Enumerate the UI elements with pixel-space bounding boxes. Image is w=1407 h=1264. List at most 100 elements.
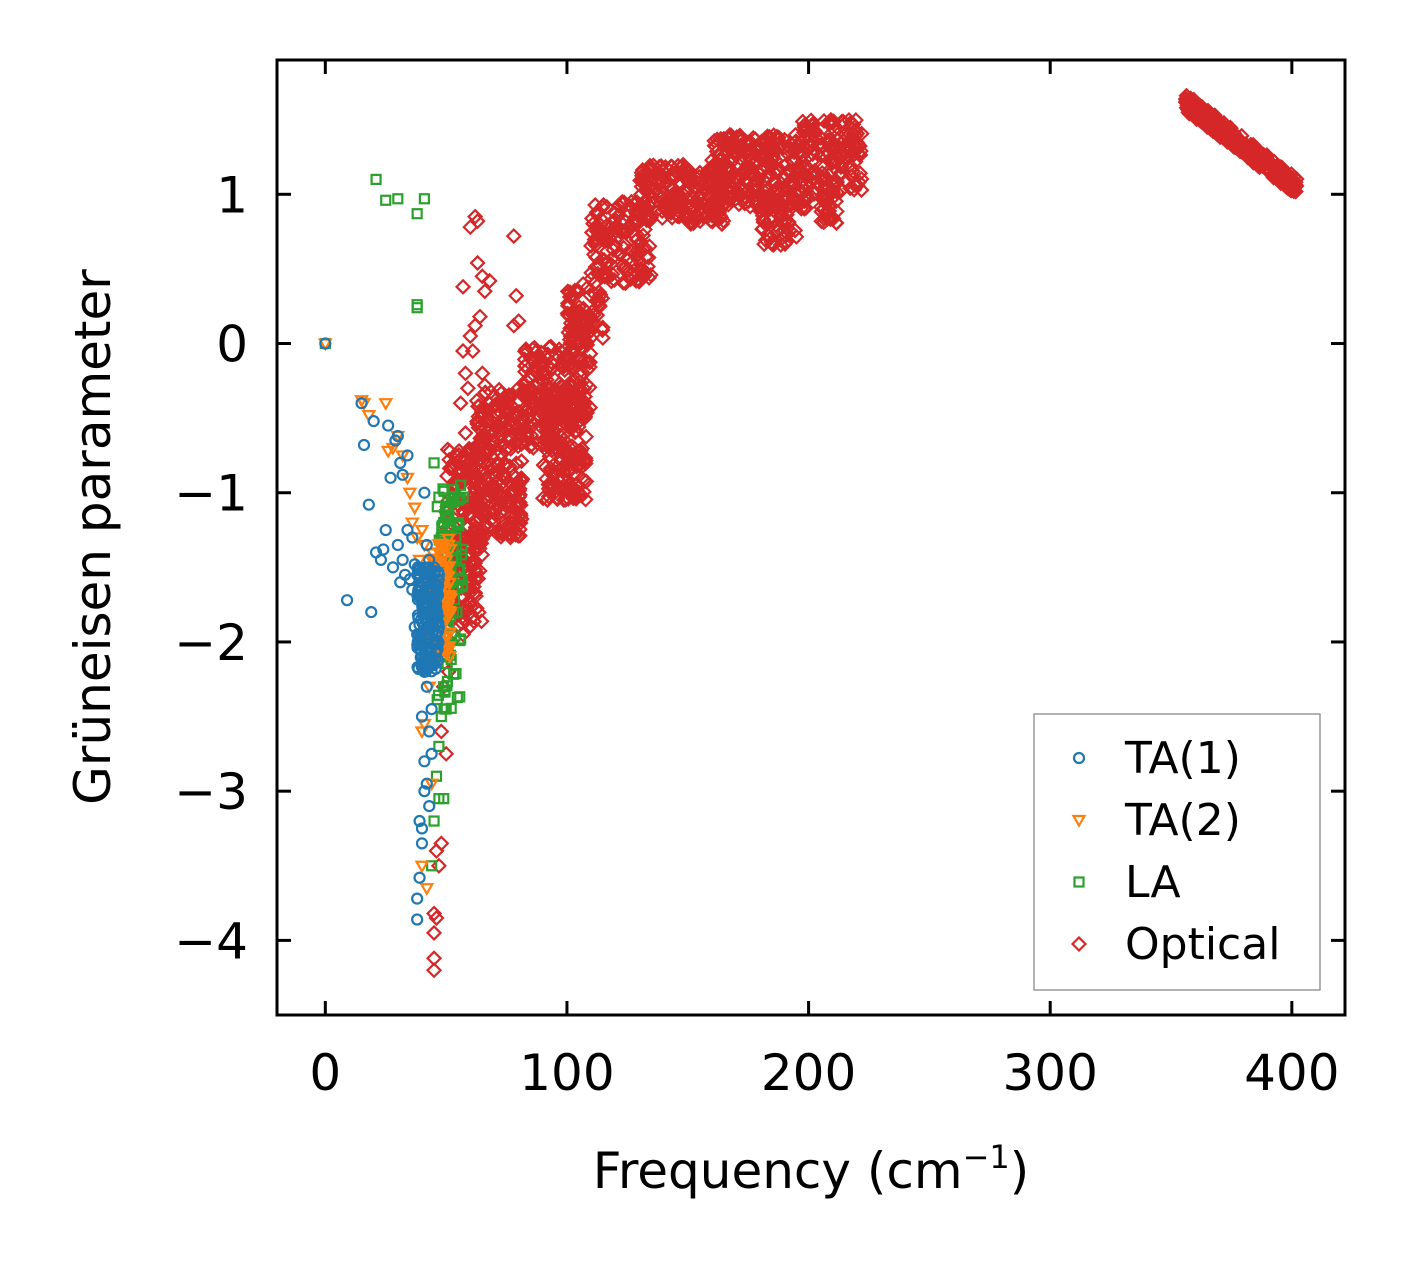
data-point [420,777,433,790]
data-point [603,273,620,290]
data-point [658,194,675,211]
data-point [367,415,380,428]
data-point [467,585,484,602]
data-point [464,342,481,360]
data-point [1244,141,1261,158]
data-point [402,487,418,501]
data-point [586,274,604,291]
data-point [758,200,775,217]
data-point [790,162,807,180]
data-point [610,207,627,224]
data-point [642,210,659,227]
data-point [724,188,741,205]
data-point [755,211,772,228]
data-point [542,338,559,355]
data-point [1245,154,1262,171]
data-point [411,593,424,606]
data-point [819,210,836,227]
data-point [554,460,571,477]
data-point [596,268,613,285]
data-point [479,445,496,462]
data-point [382,419,395,432]
data-point [384,471,397,484]
data-point [340,594,354,607]
data-point [620,203,637,220]
data-point [413,579,426,592]
data-point [781,201,798,219]
data-point [418,665,431,678]
y-tick-label: 0 [216,316,248,374]
data-point [415,650,429,663]
data-point [682,163,699,180]
data-point [534,490,552,507]
data-point [415,822,429,835]
x-tick-label: 0 [309,1044,341,1102]
data-point [623,243,640,260]
data-point [634,200,651,217]
data-point [587,258,604,276]
data-point [435,552,451,565]
data-point [428,815,440,827]
data-point [432,568,445,581]
data-point [411,892,424,905]
data-point [499,520,517,537]
data-point [476,435,493,452]
data-point [430,591,443,604]
data-point [411,208,423,220]
data-point [418,610,431,624]
plot-area [317,87,1305,979]
data-point [676,204,694,221]
data-point [713,215,730,232]
data-point [542,361,559,378]
data-point [415,564,429,577]
data-point [573,392,590,409]
data-point [489,473,506,490]
data-point [391,429,404,443]
data-point [428,909,445,927]
data-point [505,228,522,245]
data-point [454,278,472,295]
data-point [479,410,496,427]
data-point [570,418,587,435]
data-point [523,389,540,406]
data-point [395,450,411,464]
data-point [520,418,537,435]
data-point [565,319,582,336]
data-point [571,374,588,391]
data-point [486,501,504,518]
data-point [512,507,529,524]
data-point [414,860,430,874]
data-point [568,490,585,507]
data-point [719,171,737,188]
data-point [618,262,635,279]
data-point [543,465,560,482]
x-axis-label: Frequency (cm−1) [593,1138,1030,1200]
data-point [441,443,458,460]
data-point [471,308,489,325]
data-point [564,306,581,323]
data-point [633,267,650,284]
data-point [630,272,647,289]
data-point [566,453,583,470]
data-point [433,723,450,740]
data-point [457,491,469,503]
data-point [541,448,558,465]
data-point [510,481,527,498]
data-point [452,395,469,412]
data-point [831,165,848,182]
data-point [427,606,441,619]
data-point [497,457,514,475]
data-point [1272,161,1290,179]
data-point [578,353,595,370]
data-point [1198,103,1215,120]
data-point [426,962,443,979]
data-point [562,440,579,457]
data-point [792,144,809,162]
data-point [555,477,572,494]
data-point [776,235,794,253]
axis-ticks: 0 100 200 300 400 1 0 −1 −2 −3 −4 [174,60,1345,1102]
data-point [713,191,730,208]
data-point [643,161,660,178]
data-point [392,193,404,205]
y-tick-label: −3 [174,763,248,821]
